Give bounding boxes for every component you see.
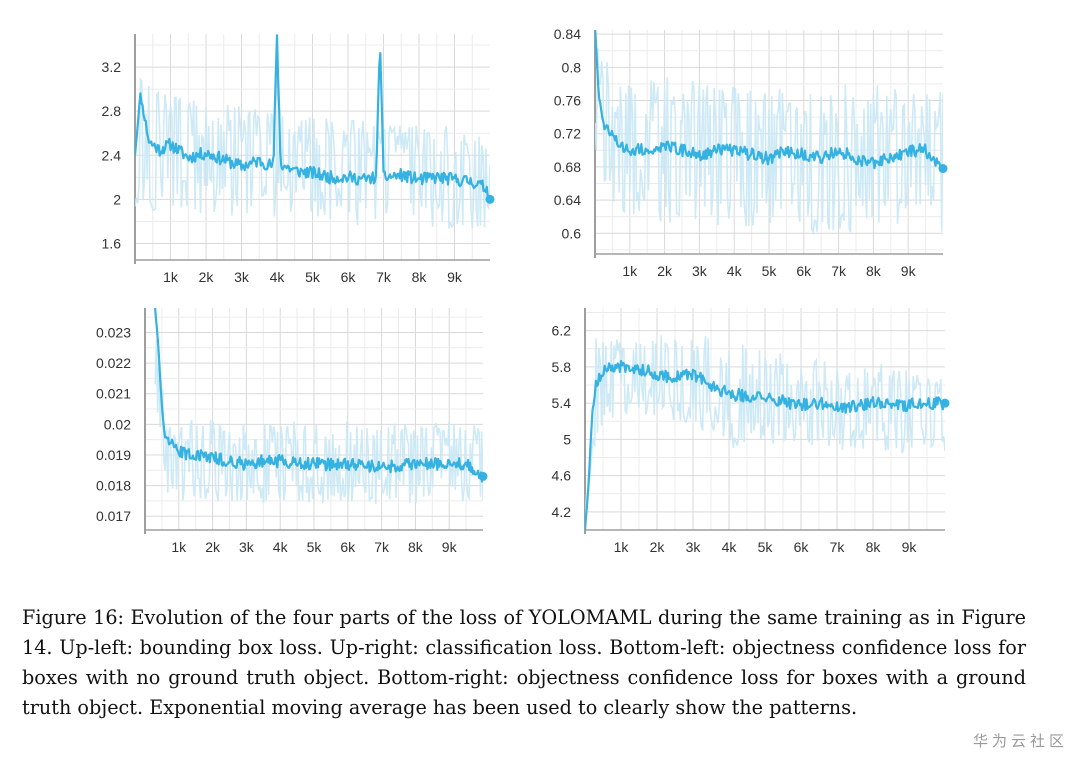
y-tick-label: 6.2 — [552, 323, 572, 339]
y-tick-label: 5.8 — [552, 359, 572, 375]
series-end-marker — [938, 164, 948, 174]
chart-bounding-box-loss: 1k 2k 3k 4k 5k 6k 7k 8k 9k 1.6 2 2.4 2.8 3.2 — [102, 34, 495, 285]
x-tick-label: 4k — [727, 263, 743, 279]
smoothed-series-line — [135, 34, 490, 204]
raw-series-line — [154, 339, 483, 504]
x-tick-label: 1k — [163, 269, 179, 285]
figure-caption: Figure 16: Evolution of the four parts o… — [22, 606, 1026, 719]
series-end-marker — [940, 398, 950, 408]
figure: 1k 2k 3k 4k 5k 6k 7k 8k 9k 1.6 2 2.4 2.8 3.2 1k 2k 3k 4k… — [96, 26, 950, 555]
y-tick-label: 0.8 — [562, 59, 582, 75]
x-tick-label: 6k — [340, 539, 356, 555]
raw-series-line — [585, 335, 945, 527]
x-tick-label: 8k — [412, 269, 428, 285]
x-tick-label: 7k — [831, 263, 847, 279]
x-tick-label: 3k — [234, 269, 250, 285]
x-tick-label: 7k — [376, 269, 392, 285]
smoothed-series-line — [585, 359, 945, 530]
x-tick-label: 8k — [408, 539, 424, 555]
x-tick-label: 7k — [374, 539, 390, 555]
x-tick-label: 5k — [305, 269, 321, 285]
x-tick-label: 1k — [614, 539, 630, 555]
x-tick-label: 3k — [686, 539, 702, 555]
y-tick-label: 0.021 — [96, 386, 131, 402]
y-tick-label: 2.8 — [102, 103, 122, 119]
x-tick-label: 5k — [307, 539, 323, 555]
raw-series-line — [595, 48, 943, 236]
y-tick-label: 2 — [113, 191, 121, 207]
y-tick-label: 5.4 — [552, 395, 572, 411]
y-tick-label: 4.2 — [552, 504, 572, 520]
smoothed-series-line — [595, 30, 943, 170]
x-tick-label: 9k — [902, 539, 918, 555]
y-tick-label: 3.2 — [102, 59, 122, 75]
y-tick-label: 0.018 — [96, 478, 131, 494]
grid — [145, 308, 483, 530]
x-tick-label: 2k — [199, 269, 215, 285]
x-tick-label: 9k — [901, 263, 917, 279]
y-tick-label: 0.76 — [554, 93, 581, 109]
plot-area — [154, 308, 483, 504]
x-tick-label: 4k — [270, 269, 286, 285]
plot-area — [595, 30, 943, 236]
x-tick-label: 4k — [273, 539, 289, 555]
y-tick-label: 0.02 — [104, 416, 131, 432]
x-tick-label: 3k — [239, 539, 255, 555]
y-tick-label: 0.019 — [96, 447, 131, 463]
smoothed-series-line — [154, 308, 483, 483]
x-tick-label: 2k — [205, 539, 221, 555]
chart-objectness-loss-with-object: 1k 2k 3k 4k 5k 6k 7k 8k 9k 4.2 4.6 5 5.4 5.8 6.2 — [552, 308, 950, 555]
x-tick-label: 8k — [866, 263, 882, 279]
series-end-marker — [485, 194, 495, 204]
x-tick-label: 9k — [442, 539, 458, 555]
y-tick-label: 1.6 — [102, 235, 122, 251]
x-tick-label: 1k — [622, 263, 638, 279]
x-tick-label: 1k — [171, 539, 187, 555]
y-tick-label: 0.017 — [96, 508, 131, 524]
y-tick-label: 0.6 — [562, 225, 582, 241]
plot-area — [135, 34, 490, 229]
x-tick-label: 7k — [830, 539, 846, 555]
y-tick-label: 0.72 — [554, 126, 581, 142]
x-tick-label: 6k — [341, 269, 357, 285]
y-tick-label: 5 — [563, 431, 571, 447]
x-tick-label: 4k — [722, 539, 738, 555]
chart-classification-loss: 1k 2k 3k 4k 5k 6k 7k 8k 9k 0.6 0.64 0.68 0.72 0.76 0.8… — [554, 26, 948, 279]
y-tick-label: 0.022 — [96, 355, 131, 371]
y-tick-label: 4.6 — [552, 468, 572, 484]
watermark-text: 华为云社区 — [972, 732, 1068, 750]
x-tick-label: 2k — [650, 539, 666, 555]
y-tick-label: 0.84 — [554, 26, 581, 42]
x-tick-label: 8k — [866, 539, 882, 555]
x-tick-label: 6k — [794, 539, 810, 555]
y-tick-label: 2.4 — [102, 147, 122, 163]
x-tick-label: 5k — [758, 539, 774, 555]
y-tick-label: 0.64 — [554, 192, 581, 208]
chart-objectness-loss-no-object: 1k 2k 3k 4k 5k 6k 7k 8k 9k 0.017 0.018 0.019 0.02 0.0… — [96, 308, 488, 555]
x-tick-label: 6k — [796, 263, 812, 279]
raw-series-line — [135, 77, 490, 229]
x-tick-label: 9k — [447, 269, 463, 285]
series-end-marker — [478, 471, 488, 481]
x-tick-label: 5k — [762, 263, 778, 279]
y-tick-label: 0.68 — [554, 159, 581, 175]
plot-area — [585, 335, 945, 530]
x-tick-label: 3k — [692, 263, 708, 279]
x-tick-label: 2k — [657, 263, 673, 279]
y-tick-label: 0.023 — [96, 324, 131, 340]
